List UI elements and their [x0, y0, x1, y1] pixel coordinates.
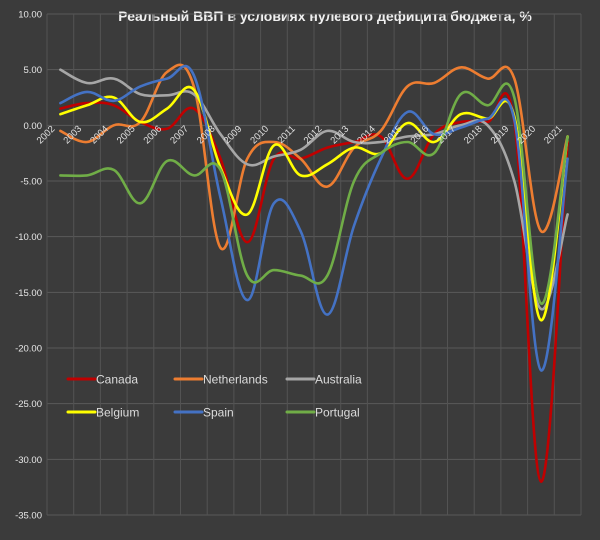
series-line-netherlands — [59, 63, 569, 251]
legend-label: Australia — [315, 373, 362, 387]
legend-label: Canada — [96, 373, 138, 387]
series-line-australia — [59, 68, 569, 311]
x-tick-label: 2006 — [142, 124, 165, 147]
legend-label: Belgium — [96, 406, 139, 420]
y-tick-label: -10.00 — [15, 232, 42, 243]
y-tick-label: 5.00 — [24, 65, 43, 76]
legend-label: Portugal — [315, 406, 360, 420]
series-line-portugal — [59, 82, 569, 305]
y-tick-label: -15.00 — [15, 288, 42, 299]
x-tick-label: 2003 — [61, 124, 84, 147]
x-tick-label: 2011 — [276, 124, 298, 146]
x-tick-label: 2021 — [542, 124, 565, 147]
series-line-spain — [59, 65, 569, 372]
y-tick-label: 10.00 — [18, 10, 42, 21]
x-tick-label: 2004 — [88, 124, 111, 147]
y-tick-label: 0.00 — [24, 121, 43, 132]
legend-label: Spain — [203, 406, 234, 420]
legend-label: Netherlands — [203, 373, 268, 387]
x-tick-label: 2009 — [222, 124, 245, 147]
y-tick-label: -35.00 — [15, 511, 42, 522]
chart-title: Реальный ВВП в условиях нулевого дефицит… — [118, 8, 532, 24]
y-tick-label: -20.00 — [15, 344, 42, 355]
y-tick-label: -30.00 — [15, 455, 42, 466]
y-tick-label: -25.00 — [15, 399, 42, 410]
y-tick-label: -5.00 — [20, 177, 42, 188]
